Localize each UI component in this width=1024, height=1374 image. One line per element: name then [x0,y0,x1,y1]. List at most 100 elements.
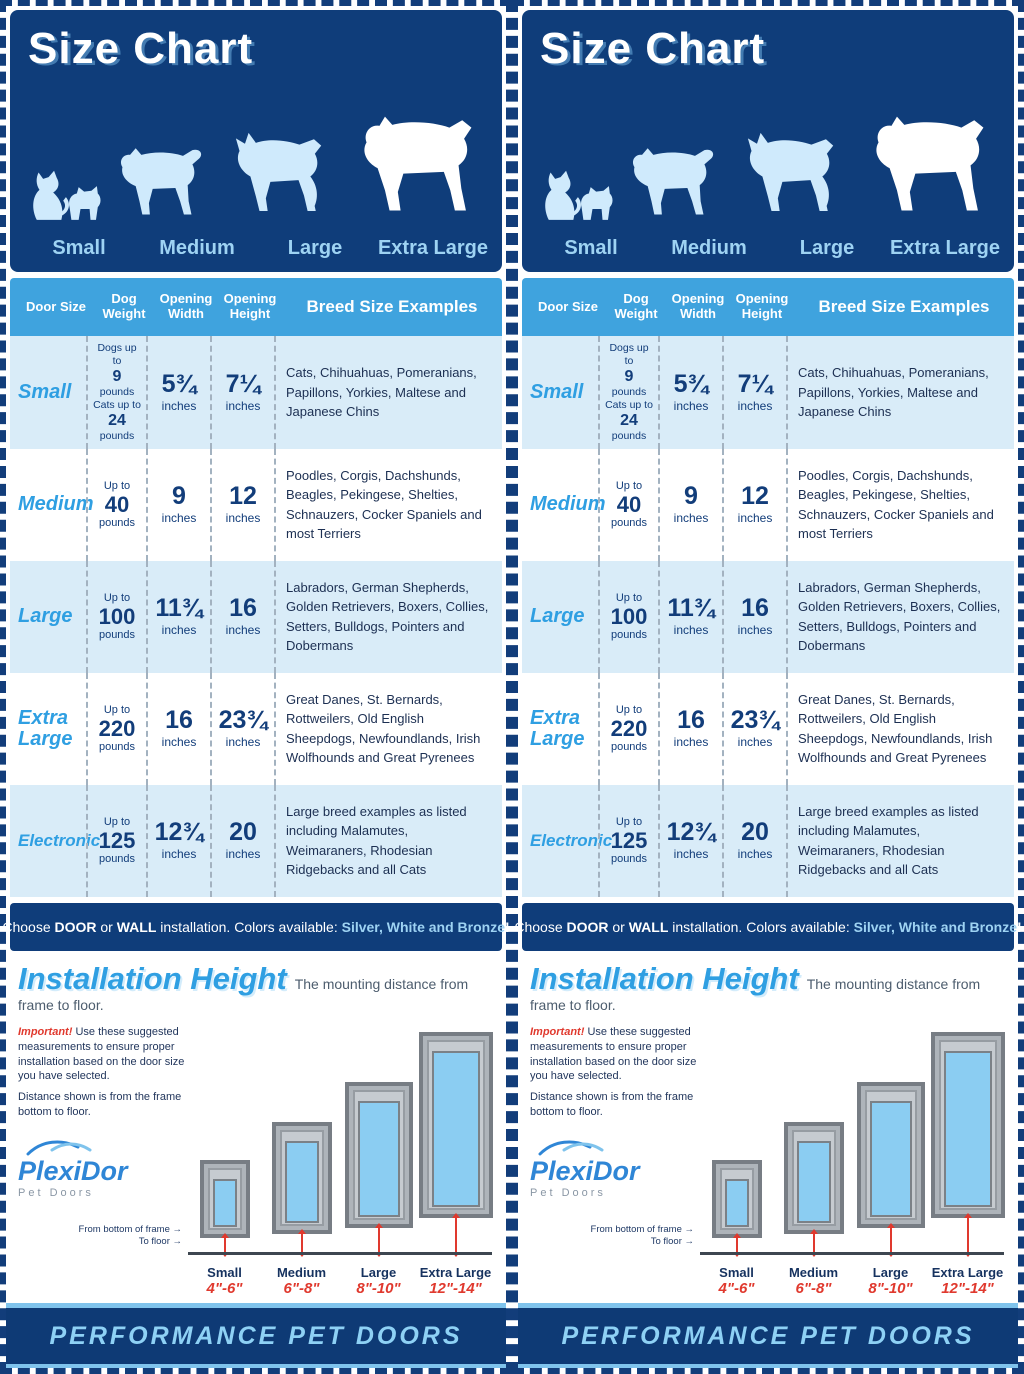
breed-examples-text: Cats, Chihuahuas, Pomeranians, Papillons… [798,365,989,420]
annotation-to-floor: To floor → [650,1236,694,1248]
plexidor-logo: PlexiDor Pet Doors [18,1136,186,1199]
banner-rest: installation. Colors available: [156,918,342,935]
banner-or: or [96,918,117,935]
breed-examples-text: Labradors, German Shepherds, Golden Retr… [798,579,1001,654]
medium-dog-silhouette-icon [113,138,217,220]
width-value: 16 [677,706,705,735]
weight-value: 220 [610,715,648,741]
header-opening-width: Opening Width [671,291,725,321]
installation-title: Installation Height [530,960,799,996]
pet-door-large [856,1081,925,1228]
width-unit: inches [161,623,197,638]
opening-width-cell: 16 inches [146,672,210,785]
door-label-text: Small [207,1264,242,1280]
weight-line: Cats up to [93,398,141,411]
width-value: 16 [165,706,193,735]
installation-height-chart: Small 4"-6" Medium 6"-8" Large 8"-10" [186,1025,494,1297]
dog-weight-cell: Up to 125 pounds [86,784,146,897]
header-door-size: Door Size [538,298,598,314]
header-dog-weight: Dog Weight [614,291,658,321]
breed-examples-text: Large breed examples as listed including… [286,803,467,878]
floor-line [188,1251,492,1255]
breed-examples-text: Large breed examples as listed including… [798,803,979,878]
logo-tagline: Pet Doors [530,1186,606,1199]
door-height-range: 4"-6" [206,1279,243,1297]
installation-title: Installation Height [18,960,287,996]
weight-line: pounds [611,429,647,442]
small-pets-silhouette-icon [536,156,618,220]
logo-bird-icon [538,1140,604,1156]
size-label-medium: Medium [159,237,235,259]
header-opening-height: Opening Height [223,291,277,321]
door-height-range: 6"-8" [795,1279,832,1297]
weight-unit: pounds [610,740,648,753]
height-value: 23¾ [218,706,268,735]
dog-weight-cell: Up to 40 pounds [598,448,658,561]
size-label-extra-large: Extra Large [377,237,489,259]
size-labels-row: Small Medium Large Extra Large [522,237,1014,260]
footer-brand-text: PERFORMANCE PET DOORS [561,1321,975,1350]
install-options-banner: Choose DOOR or WALL installation. Colors… [2,902,510,951]
table-header-row: Door Size Dog Weight Opening Width Openi… [522,278,1014,336]
door-label-text: Medium [276,1264,327,1280]
weight-value: 100 [610,603,648,629]
door-illustration-medium [263,1121,340,1252]
height-value: 12 [741,482,769,511]
height-unit: inches [737,623,773,638]
door-illustration-medium [775,1121,852,1252]
installation-height-chart: Small 4"-6" Medium 6"-8" Large 8"-10" [698,1025,1006,1297]
weight-prefix: Up to [615,479,643,492]
weight-value: 24 [108,412,126,430]
dog-weight-cell: Up to 220 pounds [86,672,146,785]
table-row-electronic: Electronic Up to 125 pounds 12¾ inches 2… [10,784,502,897]
opening-width-cell: 11¾ inches [146,560,210,673]
header-breed-examples: Breed Size Examples [306,297,478,317]
footer-bar: PERFORMANCE PET DOORS [6,1303,506,1368]
dog-weight-cell: Up to 220 pounds [598,672,658,785]
width-value: 12¾ [666,818,716,847]
weight-prefix: Up to [615,703,643,716]
door-label-text: Large [872,1264,909,1280]
table-row-electronic: Electronic Up to 125 pounds 12¾ inches 2… [522,784,1014,897]
weight-value: 220 [98,715,136,741]
installation-notes-column: Important! Use these suggested measureme… [530,1025,698,1297]
banner-wall: WALL [116,918,157,935]
door-label-small: Small 4"-6" [186,1264,263,1297]
measurement-annotations: From bottom of frame → To floor → [530,1224,698,1249]
logo-name: PlexiDor [530,1155,640,1186]
weight-prefix: Up to [615,591,643,604]
extra-large-dog-silhouette-icon [350,108,488,220]
opening-height-cell: 7¼ inches [722,336,786,449]
distance-note: Distance shown is from the frame bottom … [18,1091,182,1119]
door-label-text: Large [360,1264,397,1280]
table-row-small: Small Dogs up to 9 pounds Cats up to 24 … [522,336,1014,449]
door-size-label: Large [18,605,73,628]
table-row-large: Large Up to 100 pounds 11¾ inches 16 inc… [10,560,502,673]
large-dog-silhouette-icon [225,122,343,220]
dog-weight-cell: Up to 100 pounds [86,560,146,673]
installation-height-section: Installation Height The mounting distance… [518,951,1018,1297]
height-unit: inches [225,398,261,413]
door-height-range: 8"-10" [356,1279,401,1297]
floor-line [700,1251,1004,1255]
weight-prefix: Up to [103,591,131,604]
opening-height-cell: 7¼ inches [210,336,274,449]
small-pets-silhouette-icon [24,156,106,220]
pet-door-large [344,1081,413,1228]
opening-width-cell: 16 inches [658,672,722,785]
width-unit: inches [161,735,197,750]
width-unit: inches [673,511,709,526]
infographic-panel: Size Chart [512,0,1024,1374]
size-label-small: Small [52,237,106,259]
door-label-text: Medium [788,1264,839,1280]
banner-text: Choose [2,918,55,935]
banner-exclaim: ! [1016,918,1022,935]
door-size-label: Extra Large [530,706,585,750]
door-size-label: Electronic [18,830,101,850]
width-value: 9 [684,482,698,511]
important-label: Important! [18,1025,73,1038]
weight-unit: pounds [98,740,136,753]
page-title: Size Chart [28,24,254,73]
width-unit: inches [673,398,709,413]
